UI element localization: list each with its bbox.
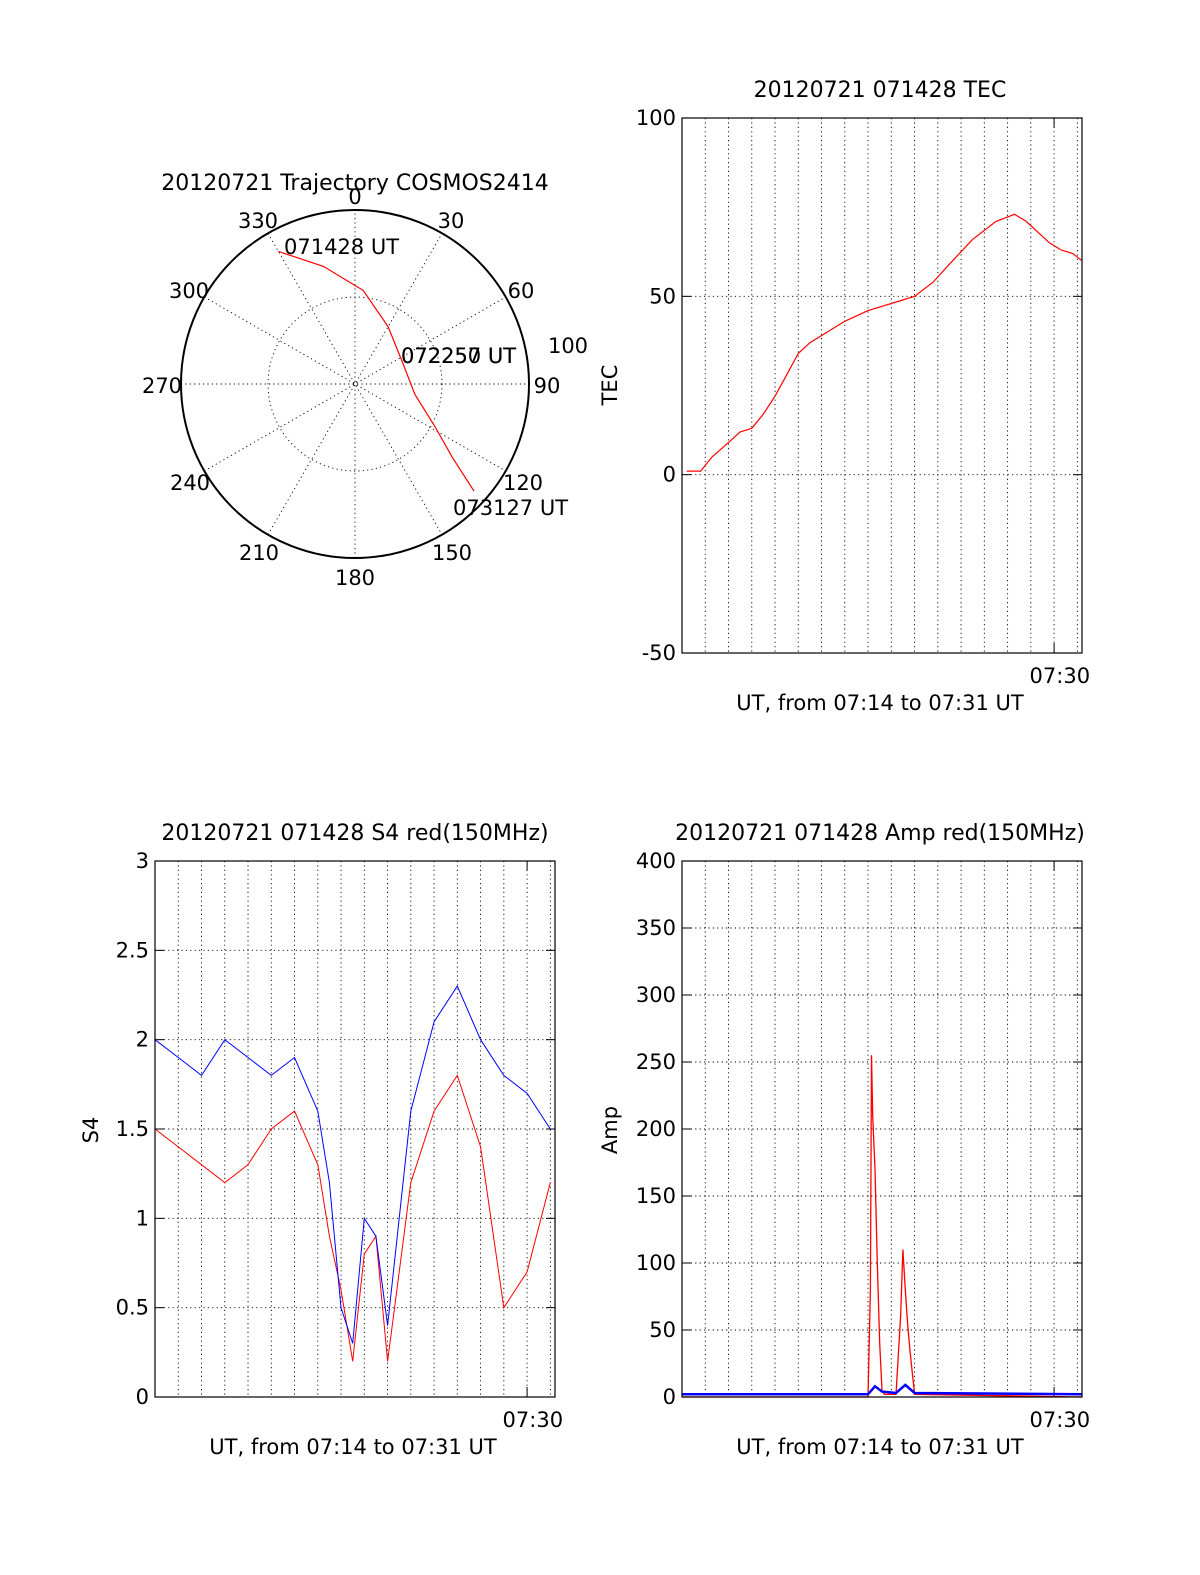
polar-radius-label: 100 [548, 334, 588, 358]
tec-x-tick-label: 07:30 [1030, 664, 1091, 688]
tec-y-tick-label: 100 [636, 106, 676, 130]
polar-angle-label: 90 [534, 374, 561, 398]
polar-trajectory-line [278, 250, 475, 492]
polar-angle-label: 210 [239, 541, 279, 565]
polar-angle-label: 270 [142, 374, 182, 398]
amp-y-tick-label: 100 [636, 1251, 676, 1275]
amp-y-tick-label: 0 [663, 1385, 676, 1409]
amp-y-tick-label: 400 [636, 849, 676, 873]
polar-angle-label: 60 [508, 279, 535, 303]
amp-x-label: UT, from 07:14 to 07:31 UT [736, 1435, 1024, 1459]
tec-grid [682, 118, 1082, 653]
polar-angle-label: 180 [335, 566, 375, 590]
s4-y-tick-label: 2.5 [116, 938, 149, 962]
tec-y-tick-label: 0 [663, 463, 676, 487]
polar-inner-ring [267, 296, 443, 472]
polar-chart: 20120721 Trajectory COSMOS2414 0 30 60 9… [142, 171, 588, 590]
s4-y-tick-label: 1 [136, 1206, 149, 1230]
amp-y-axis: 0 50 100 150 200 250 300 350 400 [636, 849, 1082, 1409]
amp-x-tick-label: 07:30 [1030, 1408, 1091, 1432]
tec-series-line [686, 213, 1083, 472]
polar-angle-labels: 0 30 60 90 120 150 180 210 240 270 300 3… [142, 185, 588, 590]
s4-y-tick-label: 3 [136, 849, 149, 873]
s4-blue-series-line [154, 985, 551, 1344]
tec-y-tick-label: -50 [642, 641, 676, 665]
polar-angle-label: 30 [438, 209, 465, 233]
s4-red-series-line [154, 1074, 551, 1362]
amp-y-tick-label: 150 [636, 1184, 676, 1208]
polar-angle-label: 0 [348, 185, 361, 209]
polar-spokes [181, 210, 529, 558]
polar-mid-annotation: 072250 UT [401, 344, 516, 368]
tec-y-axis: -50 0 50 100 [636, 106, 1082, 665]
polar-angle-label: 300 [169, 279, 209, 303]
s4-y-tick-label: 0.5 [116, 1296, 149, 1320]
polar-end-annotation: 073127 UT [453, 496, 568, 520]
amp-x-axis: 07:30 [1030, 861, 1091, 1432]
s4-grid [155, 861, 555, 1397]
s4-x-axis: 07:30 [503, 861, 564, 1432]
polar-spoke [267, 233, 443, 535]
amp-blue-series-line [682, 1383, 1083, 1396]
tec-plot-frame [681, 117, 1083, 654]
s4-y-tick-label: 2 [136, 1028, 149, 1052]
polar-start-annotation: 071428 UT [284, 235, 399, 259]
tec-x-axis: 07:30 [1030, 118, 1091, 688]
amp-y-tick-label: 200 [636, 1117, 676, 1141]
tec-y-tick-label: 50 [649, 284, 676, 308]
s4-x-tick-label: 07:30 [503, 1408, 564, 1432]
amp-grid [682, 861, 1082, 1397]
polar-angle-label: 330 [238, 209, 278, 233]
s4-y-axis: 0 0.5 1 1.5 2 2.5 3 [116, 849, 555, 1409]
s4-title: 20120721 071428 S4 red(150MHz) [161, 821, 548, 846]
polar-spoke [267, 233, 443, 535]
amp-y-tick-label: 250 [636, 1050, 676, 1074]
tec-title: 20120721 071428 TEC [754, 78, 1007, 103]
s4-y-label: S4 [79, 1117, 103, 1144]
s4-y-tick-label: 0 [136, 1385, 149, 1409]
polar-spoke [204, 296, 506, 472]
polar-angle-label: 120 [503, 471, 543, 495]
s4-plot-frame [154, 860, 556, 1398]
polar-title: 20120721 Trajectory COSMOS2414 [161, 171, 548, 196]
tec-chart: 20120721 071428 TEC -50 0 50 100 07:30 UT, … [598, 78, 1090, 715]
tec-y-label: TEC [598, 365, 622, 407]
amp-plot-frame [681, 860, 1083, 1398]
polar-angle-label: 240 [170, 471, 210, 495]
amp-y-tick-label: 50 [649, 1318, 676, 1342]
amp-y-tick-label: 300 [636, 983, 676, 1007]
amp-title: 20120721 071428 Amp red(150MHz) [675, 821, 1085, 846]
amp-y-tick-label: 350 [636, 916, 676, 940]
s4-chart: 20120721 071428 S4 red(150MHz) 0 0.5 1 1.5 2… [79, 821, 563, 1459]
polar-mid-annotation: 072257 UT [401, 344, 516, 368]
tec-x-label: UT, from 07:14 to 07:31 UT [736, 691, 1024, 715]
amp-red-series-line [682, 1055, 1083, 1398]
s4-x-label: UT, from 07:14 to 07:31 UT [209, 1435, 497, 1459]
s4-y-tick-label: 1.5 [116, 1117, 149, 1141]
polar-spoke [204, 296, 506, 472]
amp-chart: 20120721 071428 Amp red(150MHz) 0 50 100 15… [598, 821, 1090, 1459]
amp-y-label: Amp [598, 1106, 622, 1154]
polar-angle-label: 150 [432, 541, 472, 565]
